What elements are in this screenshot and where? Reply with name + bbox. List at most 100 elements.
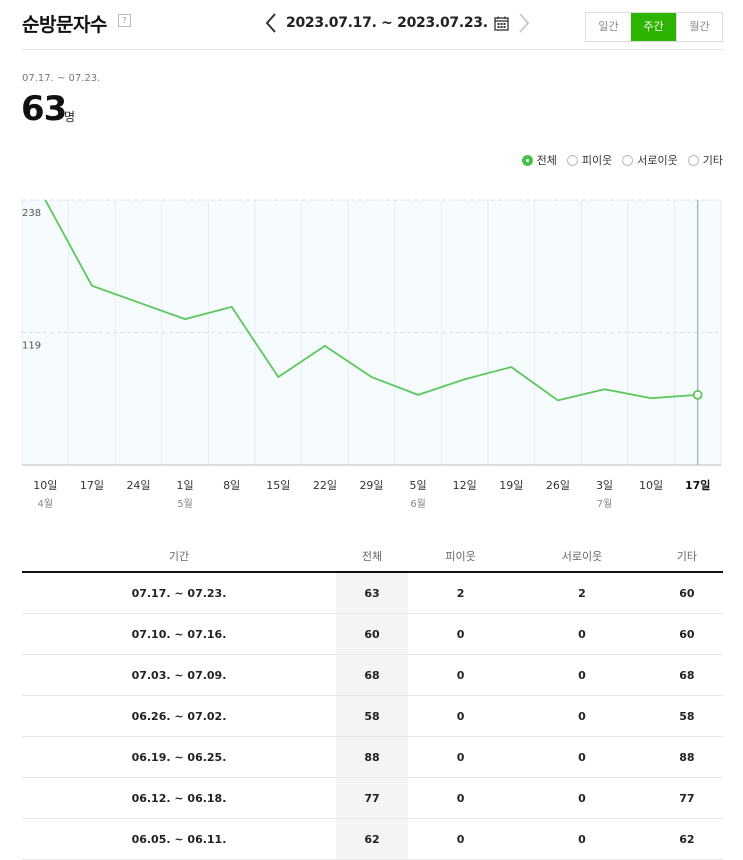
legend: 전체 피이웃 서로이웃 기타 — [521, 152, 723, 168]
date-navigator: 2023.07.17. ~ 2023.07.23. — [262, 10, 533, 36]
x-month-label: 7월 — [597, 498, 613, 510]
value-cell: 62 — [650, 818, 723, 860]
column-header: 전체 — [335, 540, 409, 573]
x-tick-label: 24일 — [126, 478, 150, 492]
x-tick-label: 10일 — [639, 478, 663, 492]
value-cell: 0 — [408, 695, 514, 737]
calendar-icon[interactable] — [494, 16, 509, 31]
radio-icon — [566, 154, 578, 166]
value-cell: 63 — [335, 572, 409, 614]
x-tick-label: 5일 — [410, 478, 427, 492]
value-cell: 77 — [650, 777, 723, 819]
column-header: 피이웃 — [408, 540, 514, 573]
value-cell: 60 — [335, 613, 409, 655]
period-cell: 06.12. ~ 06.18. — [22, 777, 336, 819]
legend-label: 전체 — [536, 154, 557, 167]
period-cell: 06.05. ~ 06.11. — [22, 818, 336, 860]
value-cell: 0 — [513, 654, 651, 696]
period-segmented-control: 일간 주간 월간 — [585, 12, 723, 42]
x-tick-label: 22일 — [313, 478, 337, 492]
x-tick-label: 26일 — [546, 478, 570, 492]
x-month-label: 5월 — [177, 498, 193, 510]
x-month-label: 6월 — [410, 498, 426, 510]
segment-daily[interactable]: 일간 — [598, 20, 619, 33]
value-cell: 0 — [513, 736, 651, 778]
legend-item-neighbor[interactable]: 피이웃 — [566, 152, 613, 168]
table-row: 07.03. ~ 07.09. 68 0 0 68 — [22, 654, 723, 696]
x-tick-label: 17일 — [685, 478, 710, 492]
x-tick-label: 29일 — [359, 478, 383, 492]
table-row: 06.12. ~ 06.18. 77 0 0 77 — [22, 777, 723, 819]
value-cell: 0 — [513, 613, 651, 655]
segment-weekly[interactable]: 주간 — [631, 13, 676, 41]
help-icon[interactable]: ? — [118, 14, 131, 27]
legend-label: 피이웃 — [581, 154, 613, 167]
value-cell: 60 — [650, 572, 723, 614]
value-cell: 88 — [335, 736, 409, 778]
value-cell: 0 — [513, 695, 651, 737]
period-cell: 06.26. ~ 07.02. — [22, 695, 336, 737]
summary-value: 63 — [21, 89, 67, 129]
value-cell: 88 — [650, 736, 723, 778]
legend-item-mutual-neighbor[interactable]: 서로이웃 — [622, 152, 678, 168]
value-cell: 0 — [513, 777, 651, 819]
x-tick-label: 15일 — [266, 478, 290, 492]
value-cell: 2 — [408, 572, 514, 614]
radio-icon — [687, 154, 699, 166]
value-cell: 68 — [650, 654, 723, 696]
value-cell: 0 — [408, 777, 514, 819]
x-tick-label: 17일 — [80, 478, 104, 492]
legend-label: 서로이웃 — [637, 154, 678, 167]
value-cell: 58 — [650, 695, 723, 737]
period-cell: 07.03. ~ 07.09. — [22, 654, 336, 696]
value-cell: 60 — [650, 613, 723, 655]
x-tick-label: 1일 — [177, 478, 194, 492]
series-line — [44, 199, 698, 402]
x-tick-label: 12일 — [453, 478, 477, 492]
period-cell: 06.19. ~ 06.25. — [22, 736, 336, 778]
summary-unit: 명 — [64, 110, 76, 124]
value-cell: 0 — [408, 654, 514, 696]
table-row: 06.05. ~ 06.11. 62 0 0 62 — [22, 818, 723, 860]
period-cell: 07.17. ~ 07.23. — [22, 572, 336, 614]
legend-label: 기타 — [702, 154, 723, 167]
legend-item-all[interactable]: 전체 — [521, 152, 557, 168]
value-cell: 0 — [408, 818, 514, 860]
radio-selected-icon — [521, 154, 533, 166]
table-row: 06.26. ~ 07.02. 58 0 0 58 — [22, 695, 723, 737]
table-row: 07.17. ~ 07.23. 63 2 2 60 — [22, 572, 723, 614]
header: 순방문자수 ? 2023.07.17. ~ 2023.07.23. 일간 주간 … — [22, 0, 723, 50]
value-cell: 0 — [513, 818, 651, 860]
y-tick-label: 119 — [22, 341, 41, 352]
x-tick-label: 3일 — [596, 478, 613, 492]
column-header: 기타 — [650, 540, 723, 573]
table-row: 07.10. ~ 07.16. 60 0 0 60 — [22, 613, 723, 655]
legend-item-other[interactable]: 기타 — [687, 152, 723, 168]
plot-background — [22, 200, 721, 465]
x-month-label: 4월 — [38, 498, 54, 510]
x-tick-label: 10일 — [33, 478, 57, 492]
value-cell: 77 — [335, 777, 409, 819]
value-cell: 0 — [408, 736, 514, 778]
y-tick-label: 238 — [22, 208, 41, 219]
value-cell: 0 — [408, 613, 514, 655]
summary-range: 07.17. ~ 07.23. — [22, 73, 101, 84]
x-tick-label: 8일 — [223, 478, 240, 492]
segment-monthly[interactable]: 월간 — [676, 13, 722, 41]
line-chart: 238 119 10일 4월 17일 24일 1일 5월 8일 15일 22일 29일 5일 6월 12일 1… — [21, 199, 722, 510]
data-point-last — [692, 389, 703, 400]
date-range-label: 2023.07.17. ~ 2023.07.23. — [286, 15, 488, 31]
column-header: 기간 — [22, 540, 336, 573]
period-cell: 07.10. ~ 07.16. — [22, 613, 336, 655]
chevron-left-icon[interactable] — [262, 10, 280, 36]
page-title: 순방문자수 — [22, 14, 107, 36]
x-tick-label: 19일 — [499, 478, 523, 492]
table-header-row: 기간 전체 피이웃 서로이웃 기타 — [22, 540, 723, 573]
table-row: 06.19. ~ 06.25. 88 0 0 88 — [22, 736, 723, 778]
stats-table: 기간 전체 피이웃 서로이웃 기타 07.17. ~ 07.23. 63 2 2 60 0… — [22, 540, 723, 860]
radio-icon — [622, 154, 634, 166]
value-cell: 2 — [513, 572, 651, 614]
value-cell: 62 — [335, 818, 409, 860]
value-cell: 68 — [335, 654, 409, 696]
chevron-right-icon[interactable] — [515, 10, 533, 36]
